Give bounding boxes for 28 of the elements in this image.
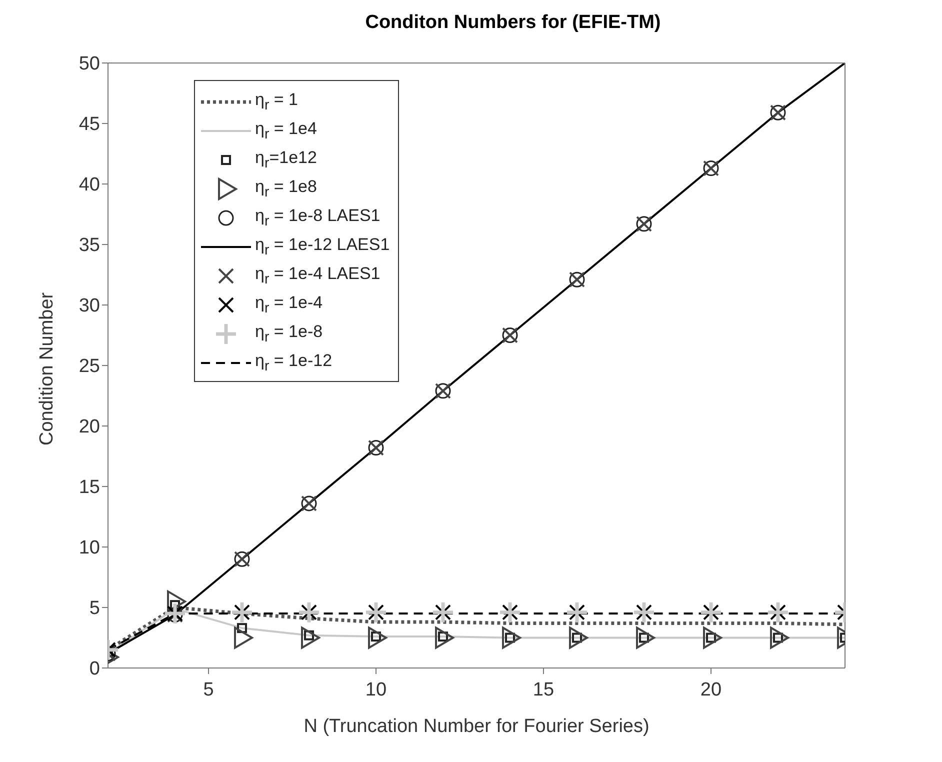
y-tick-label: 30 [78,296,100,317]
y-tick-label: 5 [89,598,100,620]
y-tick-label: 50 [78,54,100,75]
legend-label: η$_{r}$ = 1e-12 LAES1 [255,234,390,258]
legend-label: η$_{r}$ = 1e-8 [255,322,323,346]
legend-label: η$_{r}$ = 1e-12 [255,350,332,374]
y-tick-label: 10 [78,538,100,559]
y-axis-title: Condition Number [36,292,58,446]
legend-label: η$_{r}$ = 1e4 [255,118,317,142]
legend-label: η$_{r}$ = 1 [255,90,298,114]
x-tick-label: 20 [700,679,722,700]
legend-label: η$_{r}$ = 1e8 [255,176,317,200]
y-tick-label: 35 [78,235,100,256]
y-tick-label: 0 [89,658,100,680]
legend-label: η$_{r}$ = 1e-8 LAES1 [255,206,380,230]
y-tick-label: 40 [78,174,100,196]
y-tick-label: 15 [78,477,100,498]
legend-label: η$_{r}$ = 1e-4 [255,292,323,316]
x-tick-label: 15 [532,679,554,700]
y-tick-label: 20 [78,416,100,438]
y-tick-label: 45 [78,114,100,136]
x-tick-label: 10 [365,679,387,700]
y-tick-label: 25 [78,356,100,378]
legend-label: η$_{r}$=1e12 [255,148,317,172]
chart-title: Conditon Numbers for (EFIE-TM) [365,12,661,33]
x-axis-title: N (Truncation Number for Fourier Series) [304,716,650,737]
legend-label: η$_{r}$ = 1e-4 LAES1 [255,264,380,288]
x-tick-label: 5 [203,679,214,700]
